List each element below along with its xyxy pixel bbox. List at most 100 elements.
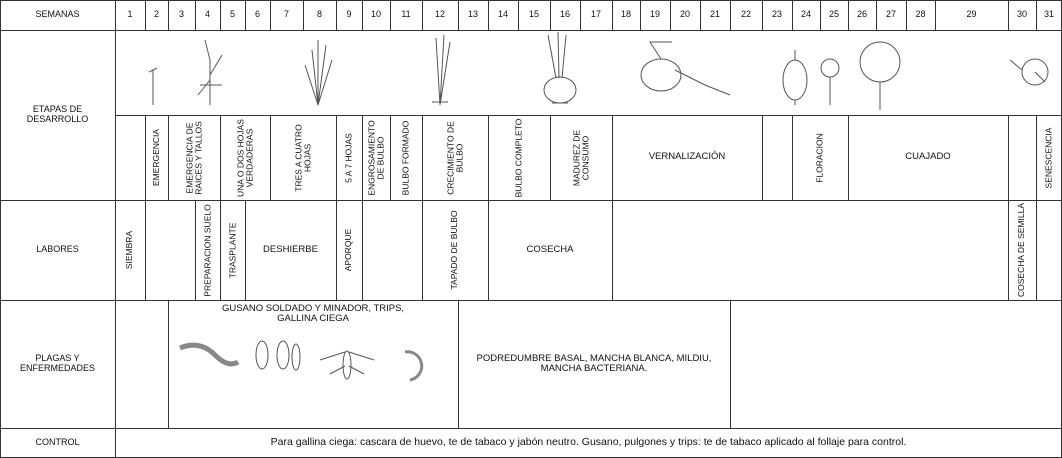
stage-label: BULBO FORMADO [400, 120, 411, 195]
week-number: 20 [679, 9, 690, 20]
row-label: SEMANAS [35, 9, 80, 20]
row-label-cell: LABORES [0, 200, 116, 301]
week-number: 14 [497, 9, 508, 20]
week-number: 18 [620, 9, 631, 20]
row-label-cell: SEMANAS [0, 0, 116, 31]
stages-cell: EMERGENCIA DE RAICES Y TALLOS [168, 115, 221, 201]
stages-cell: CRECIMIENTO DE BULBO [422, 115, 489, 201]
week-cell: 31 [1036, 0, 1062, 31]
plagas-cell: PODREDUMBRE BASAL, MANCHA BLANCA, MILDIU… [458, 300, 731, 429]
row-label: PLAGAS Y ENFERMEDADES [19, 353, 95, 373]
labores-cell: PREPARACION SUELO [195, 200, 221, 301]
week-number: 21 [709, 9, 720, 20]
week-cell: 14 [488, 0, 519, 31]
week-cell: 5 [220, 0, 246, 31]
week-number: 26 [856, 9, 867, 20]
week-number: 1 [127, 9, 133, 20]
week-cell: 2 [145, 0, 169, 31]
stage-label: UNA O DOS HOJAS VERDADERAS [234, 118, 254, 197]
stages-cell: FLORACION [792, 115, 849, 201]
week-number: 7 [283, 9, 289, 20]
labores-cell: APORQUE [336, 200, 363, 301]
plagas-cell [730, 300, 1062, 429]
task-label: COSECHA DE SEMILLA [1016, 203, 1027, 298]
week-number: 27 [885, 9, 896, 20]
week-number: 6 [254, 9, 260, 20]
row-label-cell: PLAGAS Y ENFERMEDADES [0, 300, 116, 429]
week-number: 19 [649, 9, 660, 20]
week-cell: 23 [762, 0, 793, 31]
week-cell: 15 [518, 0, 551, 31]
week-cell: 17 [580, 0, 613, 31]
week-number: 3 [178, 9, 184, 20]
stages-cell: VERNALIZACIÓN [612, 115, 763, 201]
week-number: 16 [559, 9, 570, 20]
illustration-cell [115, 30, 1062, 116]
week-cell: 1 [115, 0, 146, 31]
stages-cell: 5 A 7 HOJAS [336, 115, 363, 201]
week-cell: 10 [362, 0, 391, 31]
control-text: Para gallina ciega: cascara de huevo, te… [270, 436, 907, 449]
stages-cell: MADUREZ DE CONSUMO [550, 115, 613, 201]
plagas-cell [115, 300, 169, 429]
pest-label: PODREDUMBRE BASAL, MANCHA BLANCA, MILDIU… [476, 352, 712, 374]
week-cell: 28 [906, 0, 936, 31]
week-cell: 30 [1008, 0, 1037, 31]
labores-cell: TRASPLANTE [220, 200, 246, 301]
week-cell: 4 [195, 0, 221, 31]
task-label: TRASPLANTE [226, 222, 237, 278]
stage-label: EMERGENCIA DE RAICES Y TALLOS [183, 120, 203, 195]
row-label: ETAPAS DE DESARROLLO [26, 104, 89, 124]
stages-cell: BULBO FORMADO [390, 115, 423, 201]
week-cell: 7 [270, 0, 304, 31]
week-number: 30 [1016, 9, 1027, 20]
labores-cell: COSECHA [488, 200, 613, 301]
row-label-cell: CONTROL [0, 428, 116, 458]
week-cell: 22 [730, 0, 763, 31]
week-cell: 16 [550, 0, 581, 31]
week-number: 10 [370, 9, 381, 20]
week-number: 4 [204, 9, 210, 20]
week-cell: 21 [700, 0, 731, 31]
labores-cell [362, 200, 423, 301]
week-number: 11 [401, 9, 411, 20]
control-cell: Para gallina ciega: cascara de huevo, te… [115, 428, 1062, 458]
week-cell: 24 [792, 0, 821, 31]
week-cell: 13 [458, 0, 489, 31]
week-cell: 19 [640, 0, 671, 31]
stage-label: CUAJADO [905, 151, 951, 163]
stage-label: ENGROSAMIENTO DE BULBO [365, 119, 385, 196]
labores-cell: TAPADO DE BULBO [422, 200, 489, 301]
stage-label: FLORACION [814, 132, 825, 183]
week-cell: 11 [390, 0, 423, 31]
stages-cell: BULBO COMPLETO [488, 115, 551, 201]
stages-cell: CUAJADO [848, 115, 1009, 201]
week-cell: 26 [848, 0, 877, 31]
task-label: COSECHA [526, 243, 574, 255]
pest-label: GUSANO SOLDADO Y MINADOR, TRIPS, GALLINA… [221, 303, 405, 325]
stages-cell: EMERGENCIA [145, 115, 169, 201]
stage-label: EMERGENCIA [150, 128, 161, 187]
week-cell: 27 [876, 0, 907, 31]
week-number: 9 [346, 9, 352, 20]
stages-cell [115, 115, 146, 201]
week-number: 29 [966, 9, 977, 20]
stages-cell [1008, 115, 1037, 201]
stages-cell: SENESCENCIA [1036, 115, 1062, 201]
labores-cell [145, 200, 196, 301]
week-cell: 18 [612, 0, 641, 31]
week-cell: 6 [245, 0, 271, 31]
stage-label: BULBO COMPLETO [513, 118, 524, 197]
stage-label: CRECIMIENTO DE BULBO [444, 120, 464, 195]
week-number: 5 [229, 9, 235, 20]
week-number: 15 [528, 9, 539, 20]
stage-label: SENESCENCIA [1043, 127, 1054, 188]
week-number: 23 [771, 9, 782, 20]
task-label: DESHIERBE [263, 243, 318, 255]
labores-cell: SIEMBRA [115, 200, 146, 301]
row-label: CONTROL [35, 437, 80, 448]
row-label: LABORES [36, 244, 79, 255]
week-number: 22 [740, 9, 751, 20]
